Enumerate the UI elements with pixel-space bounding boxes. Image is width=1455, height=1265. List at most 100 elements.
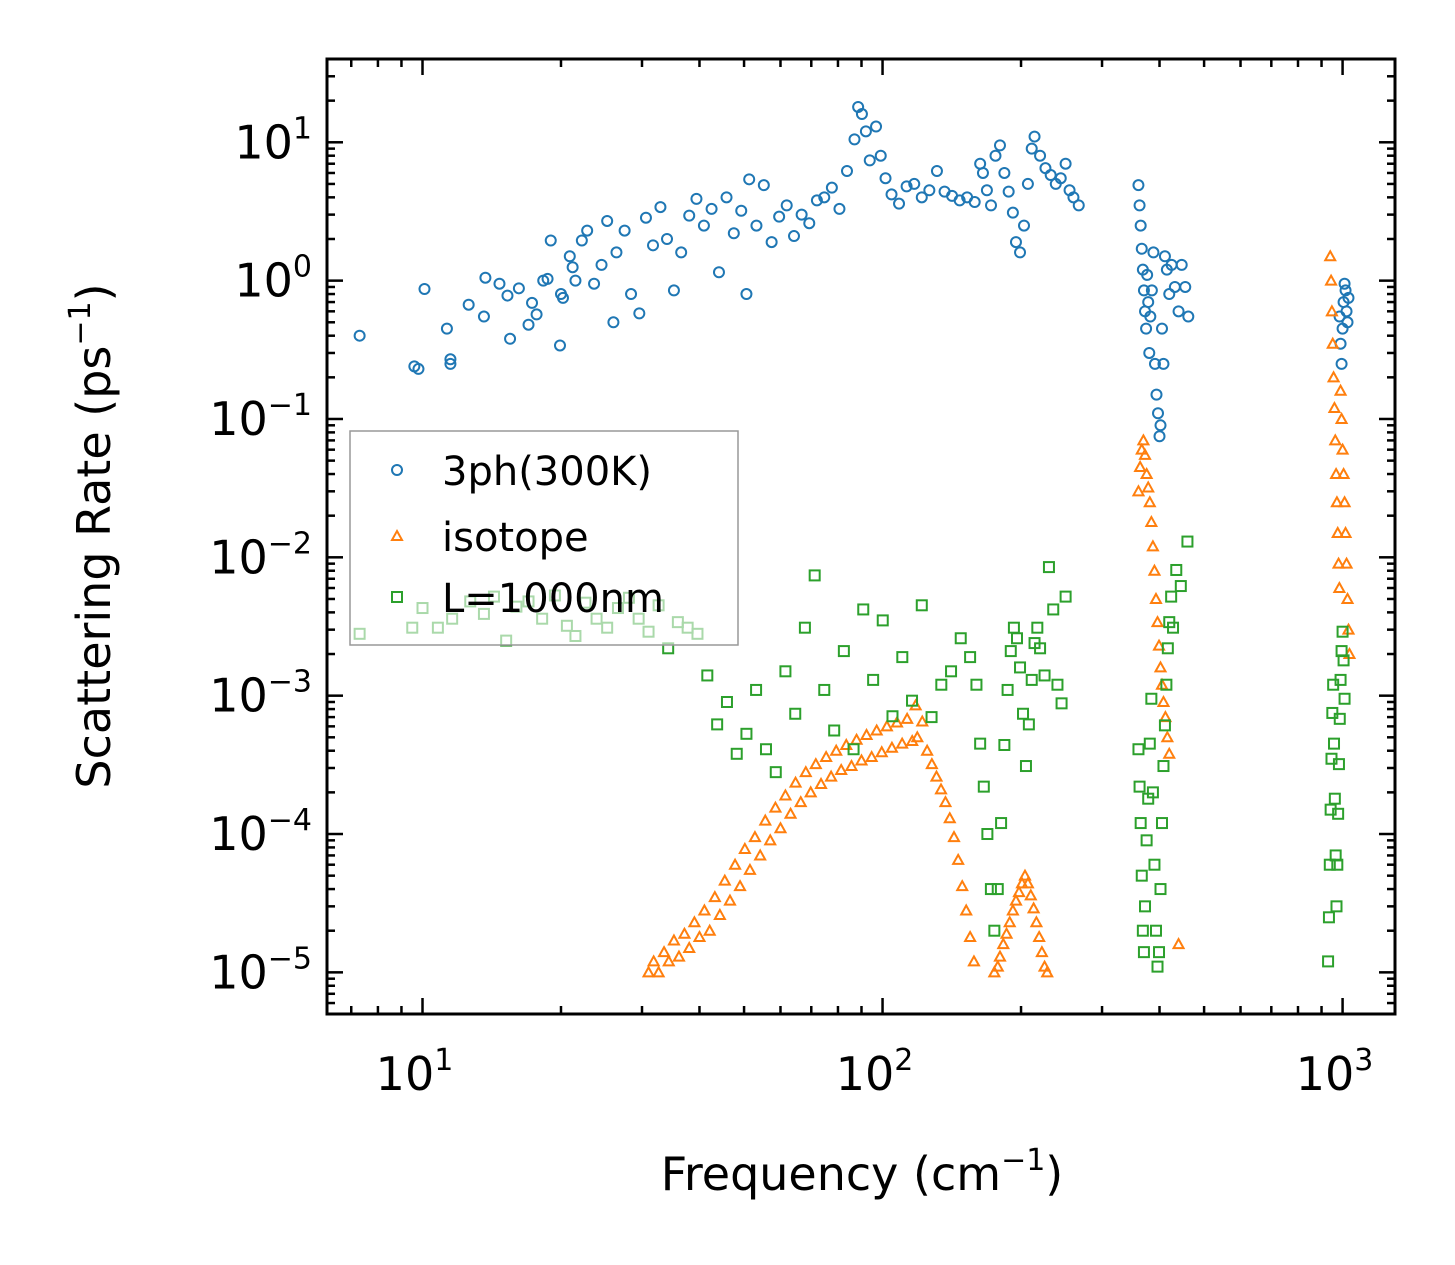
data-point	[867, 673, 880, 686]
data-point	[1160, 730, 1175, 743]
data-point	[1133, 780, 1146, 793]
data-point	[753, 848, 767, 861]
data-point	[541, 272, 554, 285]
data-point	[799, 765, 813, 778]
data-point	[955, 879, 969, 892]
data-point	[934, 782, 948, 795]
data-point	[1034, 149, 1047, 162]
data-point	[819, 749, 833, 763]
data-point	[945, 665, 958, 678]
data-point	[657, 945, 671, 958]
data-point	[900, 180, 913, 193]
data-point	[778, 788, 793, 801]
data-point	[893, 197, 906, 210]
data-point	[418, 283, 431, 296]
data-point	[618, 224, 631, 237]
data-point	[1147, 563, 1162, 576]
data-point	[1331, 858, 1344, 871]
data-point	[444, 357, 457, 370]
data-point	[1341, 316, 1354, 329]
data-point	[885, 188, 898, 201]
data-point	[1132, 179, 1145, 192]
data-point	[915, 599, 928, 612]
data-point	[720, 191, 733, 204]
data-point	[993, 139, 1006, 152]
data-point	[610, 246, 623, 259]
data-point	[985, 199, 998, 212]
data-point	[954, 632, 967, 645]
data-point	[740, 727, 753, 740]
data-point	[1327, 400, 1342, 414]
data-point	[690, 192, 703, 205]
data-point	[522, 318, 535, 331]
data-point	[1170, 563, 1183, 576]
x-tick-label: 101	[376, 1043, 454, 1101]
data-point	[1146, 539, 1160, 552]
data-point	[1330, 495, 1344, 508]
data-point	[530, 308, 543, 321]
y-tick-label: 10−4	[209, 803, 312, 861]
data-point	[647, 239, 660, 252]
data-point	[814, 776, 828, 789]
data-point	[855, 108, 868, 121]
data-point	[633, 307, 646, 320]
data-point	[1018, 868, 1032, 881]
data-point	[1138, 447, 1152, 460]
data-point	[1136, 433, 1151, 446]
data-point	[938, 795, 953, 808]
plot-frame	[325, 57, 1397, 1016]
data-point	[1339, 556, 1354, 569]
data-point	[1324, 273, 1338, 286]
data-point	[748, 830, 762, 843]
data-point	[1174, 580, 1187, 593]
legend-marker-l1000nm	[391, 591, 403, 603]
data-point	[1149, 591, 1163, 604]
data-point	[479, 271, 492, 284]
legend: 3ph(300K) isotope L=1000nm	[349, 430, 739, 646]
data-point	[588, 277, 601, 290]
data-point	[1338, 692, 1351, 705]
data-point	[575, 234, 588, 247]
data-point	[879, 172, 892, 185]
data-point	[750, 683, 763, 696]
data-point	[880, 719, 894, 732]
data-point	[440, 322, 453, 335]
data-point	[908, 177, 921, 190]
data-point	[1135, 869, 1148, 882]
data-point	[667, 933, 681, 946]
data-point	[1153, 660, 1168, 673]
data-point	[1165, 590, 1178, 603]
data-point	[854, 753, 869, 766]
data-point	[925, 757, 939, 770]
data-point	[1334, 673, 1347, 686]
data-point	[526, 296, 539, 309]
data-point	[1155, 817, 1168, 830]
data-point	[1154, 419, 1167, 432]
legend-label-isotope: isotope	[442, 515, 589, 561]
data-point	[930, 165, 943, 178]
data-point	[1140, 834, 1153, 847]
data-point	[987, 965, 1002, 978]
data-point	[935, 678, 948, 691]
data-point	[779, 665, 792, 678]
data-point	[947, 830, 961, 843]
data-point	[683, 209, 696, 222]
data-point	[1067, 191, 1080, 204]
data-point	[1156, 694, 1171, 707]
data-point	[1009, 236, 1022, 249]
data-point	[718, 873, 732, 886]
data-point	[1133, 459, 1147, 472]
data-point	[1157, 760, 1170, 773]
data-point	[828, 724, 841, 737]
data-point	[493, 277, 506, 290]
data-point	[556, 291, 569, 304]
data-point	[1181, 535, 1194, 548]
data-point	[661, 232, 674, 245]
data-point	[639, 211, 652, 224]
data-point	[963, 929, 977, 943]
data-point	[906, 694, 919, 707]
data-point	[733, 879, 747, 892]
data-point	[1150, 388, 1163, 401]
data-point	[998, 738, 1011, 751]
data-point	[1059, 157, 1072, 170]
